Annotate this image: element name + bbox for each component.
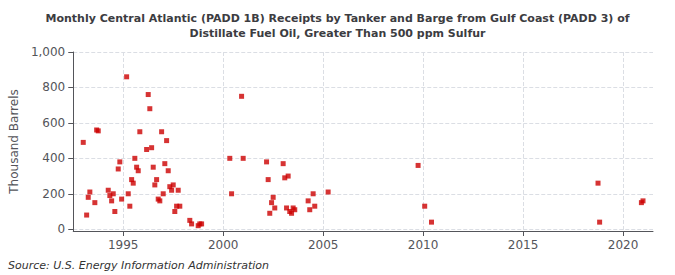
svg-text:800: 800	[42, 80, 65, 94]
svg-text:2010: 2010	[408, 238, 439, 252]
svg-text:Thousand Barrels: Thousand Barrels	[7, 89, 21, 194]
svg-text:600: 600	[42, 116, 65, 130]
svg-text:2005: 2005	[308, 238, 339, 252]
svg-text:200: 200	[42, 187, 65, 201]
svg-text:Monthly Central Atlantic (PADD: Monthly Central Atlantic (PADD 1B) Recei…	[45, 12, 629, 25]
svg-text:1995: 1995	[108, 238, 139, 252]
svg-text:2020: 2020	[608, 238, 639, 252]
svg-text:Distillate Fuel Oil, Greater T: Distillate Fuel Oil, Greater Than 500 pp…	[190, 27, 486, 40]
svg-text:0: 0	[58, 222, 66, 236]
svg-text:1,000: 1,000	[31, 45, 65, 59]
svg-text:2000: 2000	[208, 238, 239, 252]
svg-text:Source: U.S. Energy Informatio: Source: U.S. Energy Information Administ…	[8, 259, 269, 272]
svg-text:400: 400	[42, 151, 65, 165]
svg-text:2015: 2015	[508, 238, 539, 252]
